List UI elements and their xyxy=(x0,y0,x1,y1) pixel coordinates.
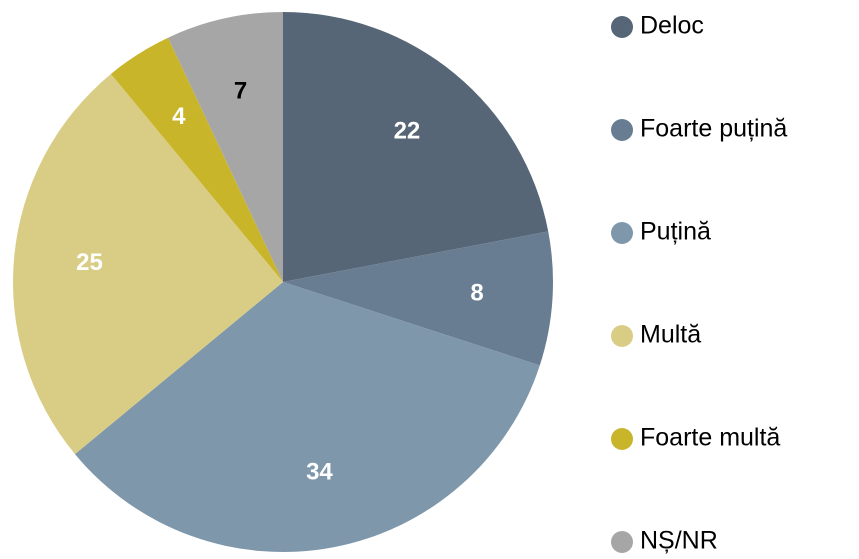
pie-slice xyxy=(12,73,283,455)
data-label: 25 xyxy=(76,249,103,276)
legend-label: Foarte multă xyxy=(640,424,780,452)
data-label: 22 xyxy=(394,118,421,145)
legend-marker xyxy=(611,222,633,244)
data-label: 4 xyxy=(172,103,186,130)
legend-label: Multă xyxy=(640,321,701,349)
pie-slice xyxy=(283,231,554,366)
legend-marker xyxy=(611,119,633,141)
legend-label: Puțină xyxy=(640,218,711,246)
pie-slice xyxy=(168,12,283,282)
legend-marker xyxy=(611,531,633,553)
pie-slice xyxy=(110,37,283,282)
legend-label: Foarte puțină xyxy=(640,115,787,143)
legend-label: NȘ/NR xyxy=(640,527,718,555)
legend-marker xyxy=(611,428,633,450)
legend-marker xyxy=(611,16,633,38)
legend-label: Deloc xyxy=(640,12,704,40)
legend-marker xyxy=(611,325,633,347)
data-label: 7 xyxy=(234,78,247,105)
data-label: 8 xyxy=(470,280,483,307)
data-label: 34 xyxy=(306,458,333,485)
pie-slice xyxy=(283,12,549,282)
pie-slice xyxy=(74,282,540,552)
